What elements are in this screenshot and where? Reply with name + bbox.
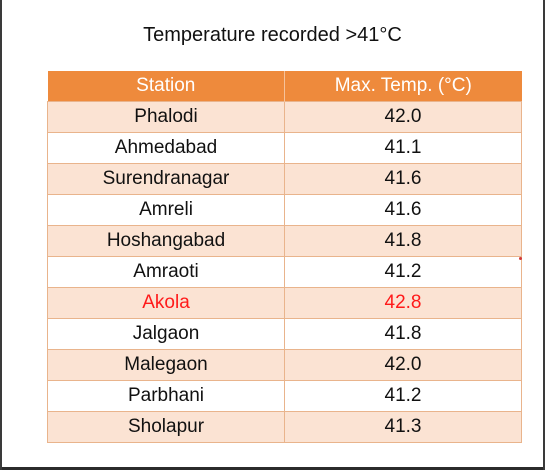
table-row: Surendranagar 41.6: [47, 163, 522, 195]
table-body: Phalodi 42.0 Ahmedabad 41.1 Surendranagar 41.…: [47, 101, 522, 443]
table-row: Amraoti 41.2: [47, 256, 522, 288]
station-cell: Ahmedabad: [47, 132, 285, 164]
column-header-max-temp: Max. Temp. (°C): [284, 71, 522, 102]
temp-cell: 41.2: [284, 380, 522, 412]
station-cell: Sholapur: [47, 411, 285, 443]
table-row: Malegaon 42.0: [47, 349, 522, 381]
temp-cell: 42.0: [284, 101, 522, 133]
temp-cell: 41.1: [284, 132, 522, 164]
stray-mark: [519, 257, 522, 260]
temp-cell: 42.8: [284, 287, 522, 319]
temperature-table: Station Max. Temp. (°C) Phalodi 42.0 Ahmed…: [47, 71, 522, 443]
station-cell: Surendranagar: [47, 163, 285, 195]
column-header-station: Station: [47, 71, 285, 102]
temp-cell: 42.0: [284, 349, 522, 381]
station-cell: Malegaon: [47, 349, 285, 381]
temp-cell: 41.2: [284, 256, 522, 288]
table-row: Ahmedabad 41.1: [47, 132, 522, 164]
station-cell: Phalodi: [47, 101, 285, 133]
temp-cell: 41.8: [284, 225, 522, 257]
temp-cell: 41.8: [284, 318, 522, 350]
temp-cell: 41.6: [284, 194, 522, 226]
table-row: Amreli 41.6: [47, 194, 522, 226]
table-row: Jalgaon 41.8: [47, 318, 522, 350]
station-cell: Jalgaon: [47, 318, 285, 350]
station-cell: Hoshangabad: [47, 225, 285, 257]
temp-cell: 41.6: [284, 163, 522, 195]
table-row: Sholapur 41.3: [47, 411, 522, 443]
station-cell: Akola: [47, 287, 285, 319]
station-cell: Parbhani: [47, 380, 285, 412]
table-row: Phalodi 42.0: [47, 101, 522, 133]
table-row: Hoshangabad 41.8: [47, 225, 522, 257]
table-row: Akola 42.8: [47, 287, 522, 319]
table-title: Temperature recorded >41°C: [143, 24, 402, 46]
table-row: Parbhani 41.2: [47, 380, 522, 412]
station-cell: Amraoti: [47, 256, 285, 288]
table-header-row: Station Max. Temp. (°C): [47, 71, 522, 102]
station-cell: Amreli: [47, 194, 285, 226]
temp-cell: 41.3: [284, 411, 522, 443]
